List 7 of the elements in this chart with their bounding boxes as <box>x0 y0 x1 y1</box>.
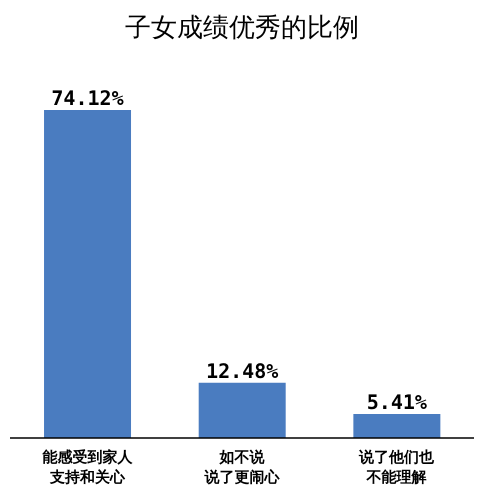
x-tick-label: 能感受到家人支持和关心 <box>42 448 134 486</box>
x-tick-label: 如不说说了更闹心 <box>204 448 280 486</box>
data-label: 74.12% <box>51 86 124 110</box>
x-tick-label: 说了他们也不能理解 <box>358 448 436 486</box>
chart-title: 子女成绩优秀的比例 <box>124 12 360 45</box>
data-label: 5.41% <box>366 390 427 414</box>
data-label: 12.48% <box>206 358 278 383</box>
